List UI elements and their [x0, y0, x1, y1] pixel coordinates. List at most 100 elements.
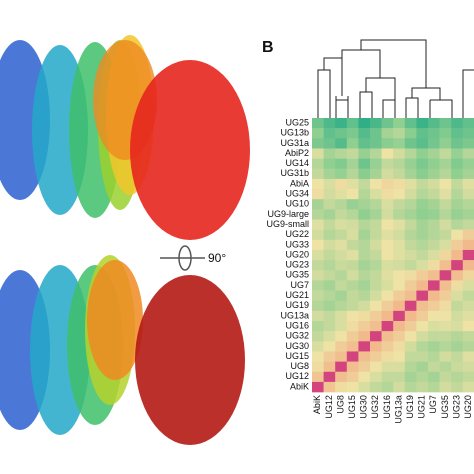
heatmap-cell [370, 209, 382, 220]
heatmap-cell [404, 148, 417, 159]
heatmap-cell [335, 138, 348, 149]
heatmap-cell [381, 229, 394, 241]
heatmap-cell [404, 321, 417, 332]
heatmap-cell [428, 219, 440, 230]
heatmap-cell [381, 290, 394, 301]
column-label: AbiK [312, 395, 322, 414]
heatmap-cell [323, 260, 336, 271]
heatmap-cell [335, 381, 348, 393]
heatmap-cell [404, 381, 417, 393]
heatmap-cell [358, 219, 371, 230]
row-label: UG8 [290, 361, 309, 371]
heatmap-cell [370, 321, 382, 332]
heatmap-cell [358, 168, 371, 180]
heatmap-cell [462, 189, 474, 200]
heatmap-cell [346, 270, 359, 281]
heatmap-cell [439, 168, 452, 180]
row-label: UG23 [285, 260, 309, 270]
heatmap-cell [393, 189, 406, 200]
heatmap-cell [428, 229, 440, 241]
heatmap-cell [358, 260, 371, 271]
heatmap-cell [381, 138, 394, 149]
heatmap-cell [335, 158, 348, 170]
heatmap-cell [381, 260, 394, 271]
heatmap-cell [428, 260, 440, 271]
heatmap-cell [381, 118, 394, 129]
column-label: UG13a [393, 395, 403, 424]
heatmap-cell [404, 118, 417, 129]
heatmap-cell [404, 209, 417, 220]
heatmap-cell [428, 371, 440, 383]
heatmap-cell [462, 249, 474, 261]
heatmap-cell [404, 341, 417, 352]
heatmap-cell [451, 270, 464, 281]
heatmap-cell [323, 249, 336, 261]
heatmap-cell [323, 199, 336, 210]
heatmap-cell [358, 118, 371, 129]
heatmap-cell [439, 138, 452, 149]
heatmap-cell [462, 260, 474, 271]
heatmap-cell [323, 138, 336, 149]
heatmap-cell [370, 239, 382, 251]
heatmap-cell [381, 189, 394, 200]
heatmap-cell [451, 300, 464, 312]
heatmap-cell [416, 168, 429, 180]
heatmap-cell [358, 138, 371, 149]
heatmap-cell [439, 148, 452, 159]
column-label: UG12 [324, 395, 334, 419]
heatmap-cell [393, 158, 406, 170]
heatmap-cell [393, 361, 406, 373]
heatmap-cell [416, 300, 429, 312]
heatmap-cell [335, 148, 348, 159]
heatmap-cell [393, 260, 406, 271]
heatmap-cell [335, 351, 348, 362]
heatmap-cell [381, 158, 394, 170]
heatmap-cell [393, 168, 406, 180]
heatmap-cell [428, 148, 440, 159]
heatmap-cell [335, 209, 348, 220]
heatmap-cell [312, 331, 324, 342]
heatmap-cell [312, 158, 324, 170]
heatmap-cell [428, 249, 440, 261]
heatmap-cell [346, 189, 359, 200]
heatmap-cell [358, 229, 371, 241]
heatmap-cell [312, 300, 324, 312]
heatmap-cell [346, 331, 359, 342]
heatmap-cell [451, 280, 464, 291]
heatmap-cell [416, 219, 429, 230]
heatmap-cell [462, 158, 474, 170]
heatmap-cell [404, 310, 417, 322]
heatmap-cell [393, 341, 406, 352]
heatmap-cell [462, 118, 474, 129]
heatmap-cell [416, 381, 429, 393]
heatmap-cell [428, 189, 440, 200]
heatmap-cell [462, 199, 474, 210]
heatmap-cell [393, 128, 406, 139]
heatmap-cell [428, 270, 440, 281]
row-label: AbiK [290, 381, 309, 391]
heatmap-cell [439, 351, 452, 362]
heatmap-cell [451, 381, 464, 393]
heatmap-cell [358, 249, 371, 261]
heatmap-cell [346, 260, 359, 271]
heatmap-cell [346, 128, 359, 139]
heatmap-cell [428, 321, 440, 332]
heatmap-cell [439, 178, 452, 190]
heatmap-cell [439, 260, 452, 271]
heatmap-cell [451, 239, 464, 251]
heatmap-cell [323, 229, 336, 241]
heatmap-cell [439, 199, 452, 210]
heatmap-cell [428, 158, 440, 170]
row-label: UG22 [285, 229, 309, 239]
heatmap-cell [416, 199, 429, 210]
heatmap-cell [370, 189, 382, 200]
heatmap-cell [323, 341, 336, 352]
heatmap-cell [439, 219, 452, 230]
row-label: UG13b [280, 128, 309, 138]
heatmap-cell [451, 199, 464, 210]
heatmap-cell [335, 341, 348, 352]
heatmap-cell [462, 168, 474, 180]
heatmap-cell [323, 209, 336, 220]
heatmap-cell [323, 148, 336, 159]
heatmap-cell [335, 321, 348, 332]
